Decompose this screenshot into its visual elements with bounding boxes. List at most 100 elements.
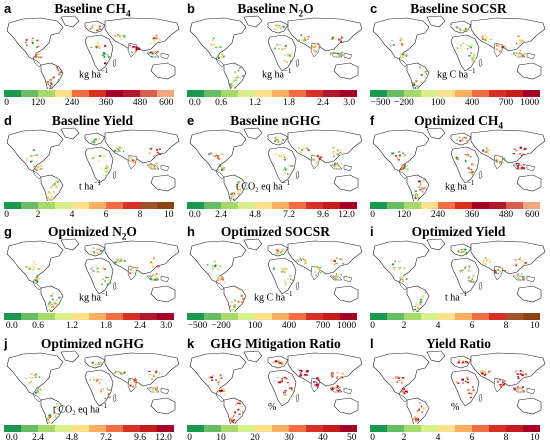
cropland-cell [415, 419, 417, 421]
cropland-cell [415, 80, 418, 83]
cropland-cell [336, 371, 339, 373]
cropland-cell [149, 162, 152, 164]
cropland-cell [468, 388, 470, 390]
colorbar-segment [506, 313, 524, 320]
cropland-cell [459, 139, 461, 142]
cropland-cell [415, 86, 418, 89]
cropland-cell [36, 53, 39, 55]
cropland-cell [401, 376, 405, 378]
cropland-cell [335, 273, 338, 275]
cropland-cell [47, 421, 51, 423]
cropland-cell [461, 250, 465, 253]
cropland-cell [158, 38, 161, 41]
cropland-cell [403, 392, 406, 394]
cropland-cell [467, 269, 470, 272]
cropland-cell [90, 157, 92, 159]
cropland-cell [401, 381, 403, 384]
cropland-cell [467, 153, 470, 156]
cropland-cell [300, 259, 303, 261]
cropland-cell [38, 56, 40, 58]
colorbar-tick-label: 2.4 [215, 209, 227, 220]
cropland-cell [132, 385, 134, 388]
cropland-cell [148, 373, 151, 375]
cropland-cell [278, 155, 282, 157]
cropland-cell [516, 263, 518, 265]
colorbar-segment [323, 424, 341, 432]
cropland-cell [331, 36, 334, 39]
cropland-cell [495, 157, 499, 159]
cropland-cell [468, 276, 470, 279]
cropland-cell [239, 405, 242, 407]
cropland-cell [101, 267, 104, 269]
cropland-cell [276, 44, 278, 47]
cropland-cell [314, 271, 317, 273]
cropland-cell [459, 27, 461, 30]
cropland-cell [30, 153, 32, 155]
cropland-cell [519, 146, 522, 149]
cropland-cell [456, 139, 458, 141]
cropland-cell [130, 266, 133, 269]
cropland-cell [274, 28, 276, 31]
cropland-cell [91, 25, 94, 27]
colorbar-segment [55, 313, 73, 320]
cropland-cell [420, 80, 423, 83]
cropland-cell [104, 45, 106, 47]
cropland-cell [49, 87, 52, 89]
colorbar-segment [187, 90, 205, 97]
cropland-cell [49, 417, 52, 419]
cropland-cell [484, 373, 487, 375]
world-map [189, 127, 363, 201]
cropland-cell [423, 406, 427, 409]
colorbar-ticks: 0 2 4 6 8 10 [4, 210, 174, 222]
cropland-cell [33, 374, 35, 376]
cropland-cell [389, 266, 392, 268]
cropland-cell [414, 190, 418, 192]
cropland-cell [279, 381, 281, 383]
cropland-cell [29, 376, 31, 378]
cropland-cell [56, 186, 58, 188]
cropland-cell [93, 376, 95, 379]
cropland-cell [92, 156, 95, 159]
cropland-cell [50, 415, 53, 417]
cropland-cell [30, 380, 32, 382]
cropland-cell [278, 24, 281, 27]
cropland-cell [399, 277, 402, 279]
cropland-cell [424, 292, 427, 294]
cropland-cell [114, 371, 117, 373]
cropland-cell [215, 378, 217, 381]
unit-superscript: −1 [282, 178, 290, 187]
cropland-cell [123, 35, 126, 37]
cropland-cell [481, 372, 484, 374]
cropland-cell [279, 44, 282, 46]
cropland-cell [90, 46, 93, 49]
cropland-cell [465, 378, 467, 381]
cropland-cell [237, 288, 240, 290]
cropland-cell [277, 138, 279, 141]
colorbar-tick-label: 100 [247, 321, 263, 331]
cropland-cell [89, 378, 91, 380]
cropland-cell [414, 192, 417, 195]
panel-title-text: Baseline SOCSR [410, 1, 507, 16]
cropland-cell [123, 259, 126, 262]
cropland-cell [278, 153, 281, 156]
colorbar-tick-label: 20 [250, 432, 260, 443]
colorbar-segment [370, 424, 388, 432]
cropland-cell [53, 76, 55, 79]
cropland-cell [499, 160, 502, 162]
cropland-cell [315, 274, 317, 277]
cropland-cell [150, 163, 153, 165]
colorbar-segment [72, 90, 90, 97]
cropland-cell [398, 260, 401, 262]
panel-letter: a [4, 1, 12, 16]
cropland-cell [518, 39, 521, 41]
colorbar-segment [89, 313, 107, 320]
cropland-cell [336, 163, 340, 165]
cropland-cell [100, 391, 102, 393]
cropland-cell [465, 251, 467, 254]
unit-label: t CO₂ eq ha−1 [53, 402, 107, 415]
cropland-cell [156, 385, 159, 387]
cropland-cell [332, 165, 334, 167]
cropland-cell [151, 51, 154, 53]
colorbar-segment [238, 201, 256, 209]
colorbar-ticks: 0 2 4 6 8 10 [370, 433, 540, 445]
